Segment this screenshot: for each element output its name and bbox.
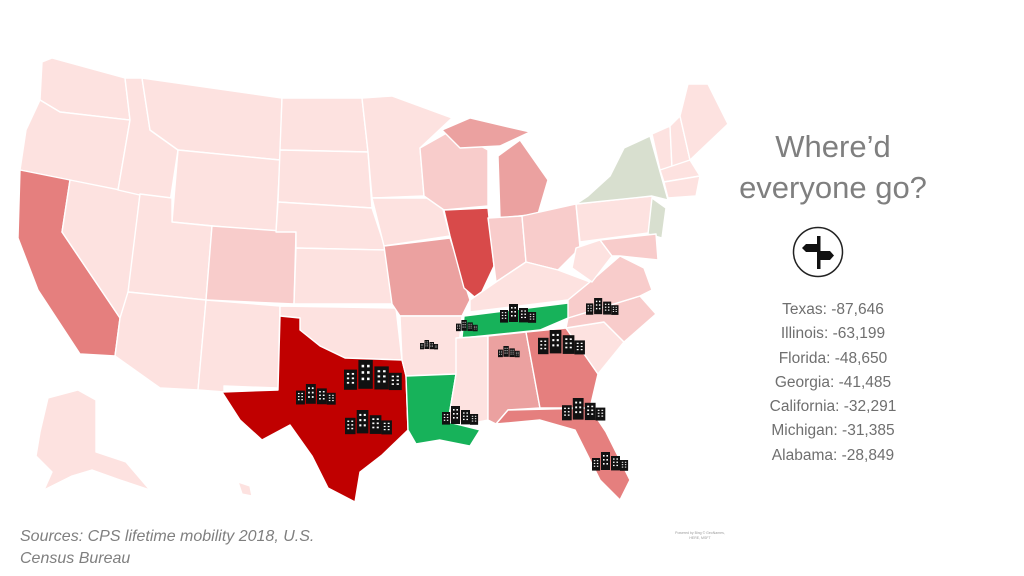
state-wyoming: [171, 149, 281, 233]
page-title: Where’d everyone go?: [739, 129, 927, 205]
stat-row-illinois: Illinois: -63,199: [780, 325, 886, 343]
state-name: Michigan: [771, 422, 834, 440]
state-value: -28,849: [841, 446, 895, 464]
state-alaska: [35, 389, 151, 491]
stat-row-georgia: Georgia: -41,485: [774, 373, 892, 391]
state-name: Alabama: [771, 446, 833, 464]
state-name: Georgia: [774, 373, 830, 391]
state-north-dakota: [279, 97, 369, 153]
state-florida: [495, 407, 631, 501]
state-arizona: [114, 291, 207, 391]
state-michigan-upper: [441, 117, 531, 149]
state-value: -32,291: [843, 398, 897, 416]
state-value: -87,646: [831, 301, 884, 318]
state-kentucky: [469, 261, 591, 313]
state-maryland-delaware: [599, 233, 659, 261]
source-note: Sources: CPS lifetime mobility 2018, U.S…: [20, 528, 315, 567]
loss-list: Texas: -87,646 Illinois: -63,199 Florida…: [728, 298, 938, 468]
state-new-mexico: [197, 299, 281, 393]
state-west-virginia: [571, 239, 613, 283]
map-credit: Powered by Bing © GeoNames, HERE, MSFT: [675, 531, 725, 540]
state-value: -48,650: [834, 349, 888, 367]
state-value: -63,199: [832, 325, 886, 343]
state-colorado: [205, 225, 297, 305]
state-hawaii: [237, 481, 253, 497]
state-new-jersey: [647, 197, 667, 239]
state-maine: [679, 83, 729, 161]
state-michigan: [497, 139, 549, 219]
stat-row-texas: Texas: -87,646: [782, 301, 884, 318]
state-south-dakota: [277, 149, 373, 209]
state-ohio: [521, 203, 581, 271]
stat-row-florida: Florida: -48,650: [778, 349, 888, 367]
state-kansas: [293, 247, 393, 305]
state-connecticut-ri: [663, 175, 701, 199]
state-name: Texas: [782, 301, 823, 318]
state-value: -41,485: [838, 373, 892, 391]
state-name: California: [769, 398, 836, 416]
state-value: -31,385: [842, 422, 895, 440]
stat-row-alabama: Alabama: -28,849: [771, 446, 895, 464]
stat-row-california: California: -32,291: [769, 398, 897, 416]
stat-row-michigan: Michigan: -31,385: [771, 422, 895, 440]
state-name: Florida: [778, 349, 827, 367]
signpost-icon: [792, 226, 844, 278]
state-name: Illinois: [780, 325, 824, 343]
